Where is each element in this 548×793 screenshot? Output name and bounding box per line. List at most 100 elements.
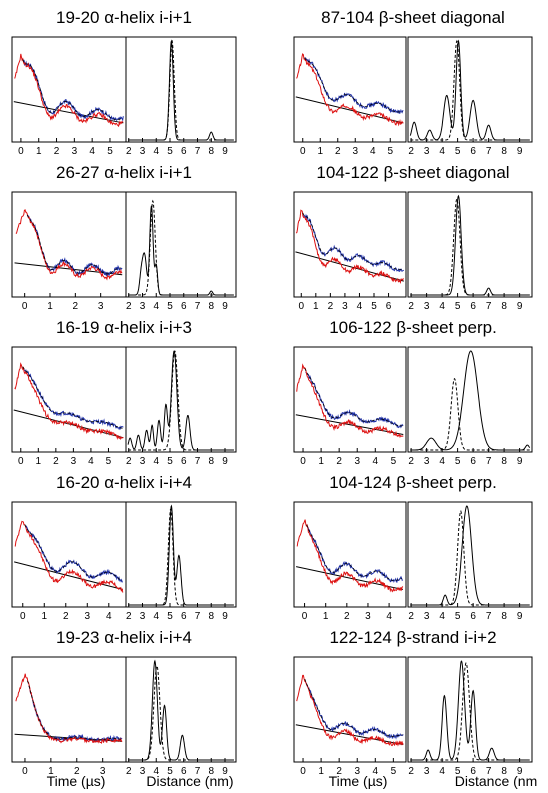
distance-tick-label-8-3: 5: [455, 611, 461, 622]
time-tick-label-9-3: 3: [100, 766, 106, 777]
time-tick-label-4-2: 2: [328, 301, 334, 312]
signal-frame-10: [293, 656, 407, 763]
distance-tick-label-3-7: 9: [222, 301, 228, 312]
distance-tick-label-1-4: 6: [181, 146, 187, 157]
distribution-frame-9: [125, 656, 237, 763]
panel-title-5: 16-19 α-helix i-i+3: [56, 318, 192, 337]
panel-7: 16-20 α-helix i-i+40 1 2 3 4 2 3 4 5 6 7 8 9: [11, 473, 237, 622]
distance-tick-label-2-5: 7: [486, 146, 492, 157]
time-tick-label-7-4: 4: [106, 611, 112, 622]
signal-blue-trace-8: [307, 526, 404, 584]
distribution-frame-2: [407, 36, 533, 143]
distance-tick-label-9-5: 7: [195, 766, 201, 777]
distance-tick-label-6-7: 9: [517, 456, 523, 467]
signal-fit-10: [304, 678, 403, 737]
distribution-frame-7: [125, 501, 237, 608]
distance-tick-label-10-6: 8: [501, 766, 507, 777]
time-tick-label-1-1: 1: [36, 146, 42, 157]
signal-frame-9: [11, 656, 127, 763]
panel-title-8: 104-124 β-sheet perp.: [329, 473, 497, 492]
distribution-frame-6: [407, 346, 533, 453]
distribution-dashed-5: [128, 350, 234, 451]
distance-tick-label-10-0: 2: [408, 766, 414, 777]
distance-tick-label-9-0: 2: [126, 766, 132, 777]
distance-tick-label-3-6: 8: [208, 301, 214, 312]
panel-title-4: 104-122 β-sheet diagonal: [316, 163, 509, 182]
signal-frame-4: [293, 191, 407, 298]
distance-tick-label-1-2: 4: [153, 146, 159, 157]
time-tick-label-3-3: 3: [98, 301, 104, 312]
time-tick-label-4-1: 1: [313, 301, 319, 312]
distance-tick-label-9-3: 5: [167, 766, 173, 777]
distance-tick-label-5-7: 9: [222, 456, 228, 467]
signal-fit-8: [306, 524, 402, 581]
distance-tick-label-2-1: 3: [424, 146, 430, 157]
distance-tick-label-1-0: 2: [126, 146, 132, 157]
distance-tick-label-7-6: 8: [208, 611, 214, 622]
signal-baseline-6: [295, 414, 404, 436]
distance-tick-label-2-3: 5: [455, 146, 461, 157]
distance-tick-label-4-5: 7: [486, 301, 492, 312]
signal-frame-1: [11, 36, 127, 143]
distance-tick-label-7-5: 7: [195, 611, 201, 622]
signal-fit-6: [304, 368, 403, 427]
time-tick-label-4-6: 6: [386, 301, 392, 312]
distance-axis-label-left: Distance (nm): [146, 773, 233, 789]
time-tick-label-10-2: 2: [336, 766, 342, 777]
signal-blue-trace-5: [23, 368, 124, 431]
signal-baseline-7: [14, 561, 123, 591]
panel-title-6: 106-122 β-sheet perp.: [329, 318, 497, 337]
distance-tick-label-9-4: 6: [181, 766, 187, 777]
time-tick-label-4-5: 5: [371, 301, 377, 312]
time-tick-label-6-5: 5: [391, 456, 397, 467]
distribution-solid-8: [410, 505, 530, 606]
signal-baseline-4: [295, 251, 404, 282]
time-tick-label-1-5: 5: [107, 146, 113, 157]
time-tick-label-8-0: 0: [302, 611, 308, 622]
signal-red-trace-1: [14, 53, 124, 128]
time-tick-label-1-0: 0: [18, 146, 24, 157]
time-tick-label-10-5: 5: [391, 766, 397, 777]
time-tick-label-6-1: 1: [318, 456, 324, 467]
distance-tick-label-1-1: 3: [140, 146, 146, 157]
signal-fit-4: [302, 212, 404, 270]
distance-tick-label-2-6: 8: [501, 146, 507, 157]
panel-3: 26-27 α-helix i-i+10 1 2 3 2 3 4 5 6 7 8 9: [11, 163, 237, 312]
distance-tick-label-5-3: 5: [167, 456, 173, 467]
distance-tick-label-6-2: 4: [439, 456, 445, 467]
distance-tick-label-6-0: 2: [408, 456, 414, 467]
signal-fit-9: [27, 680, 121, 741]
distribution-frame-3: [125, 191, 237, 298]
distance-tick-label-2-7: 9: [517, 146, 523, 157]
time-tick-label-4-4: 4: [357, 301, 363, 312]
panel-title-1: 19-20 α-helix i-i+1: [56, 8, 192, 27]
signal-baseline-5: [13, 409, 124, 439]
distribution-solid-9: [128, 659, 234, 761]
distance-tick-label-6-3: 5: [455, 456, 461, 467]
distribution-dashed-4: [410, 197, 530, 296]
distance-tick-label-4-7: 9: [517, 301, 523, 312]
signal-red-trace-2: [296, 53, 404, 127]
distance-tick-label-10-2: 4: [439, 766, 445, 777]
distribution-dashed-2: [410, 39, 530, 141]
distance-tick-label-7-2: 4: [153, 611, 159, 622]
distribution-dashed-9: [128, 665, 234, 761]
signal-blue-trace-9: [28, 686, 123, 743]
time-tick-label-1-4: 4: [89, 146, 95, 157]
distance-tick-label-4-1: 3: [424, 301, 430, 312]
distance-tick-label-7-3: 5: [167, 611, 173, 622]
time-tick-label-1-3: 3: [72, 146, 78, 157]
time-axis-label-right: Time (µs): [329, 773, 388, 789]
distribution-solid-2: [409, 39, 530, 141]
signal-frame-7: [11, 501, 127, 608]
distance-tick-label-6-1: 3: [424, 456, 430, 467]
distance-tick-label-5-5: 7: [195, 456, 201, 467]
panel-8: 104-124 β-sheet perp.0 1 2 3 4 2 3 4 5 6 7 8 9: [293, 473, 533, 622]
signal-blue-trace-2: [304, 57, 404, 115]
time-tick-label-6-0: 0: [300, 456, 306, 467]
signal-fit-3: [26, 214, 121, 275]
signal-frame-2: [293, 36, 407, 143]
distance-tick-label-7-4: 6: [181, 611, 187, 622]
time-tick-label-8-2: 2: [344, 611, 350, 622]
